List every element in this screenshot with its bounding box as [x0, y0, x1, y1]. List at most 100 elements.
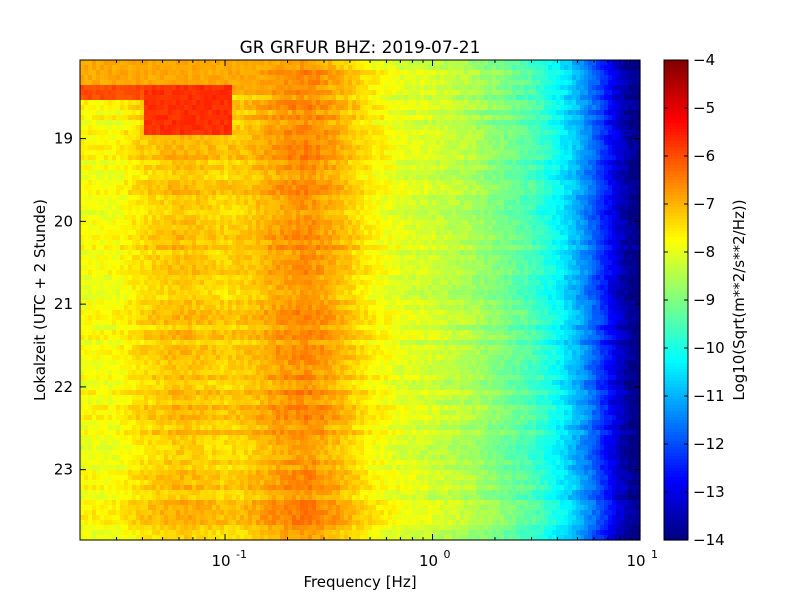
heatmap-cell	[564, 120, 569, 126]
heatmap-cell	[636, 190, 641, 196]
heatmap-cell	[580, 70, 585, 76]
heatmap-cell	[108, 200, 113, 206]
heatmap-cell	[148, 80, 153, 86]
heatmap-cell	[592, 200, 597, 206]
heatmap-cell	[328, 150, 333, 156]
heatmap-cell	[220, 115, 225, 121]
heatmap-cell	[224, 75, 229, 81]
heatmap-cell	[548, 80, 553, 86]
heatmap-cell	[420, 115, 425, 121]
heatmap-cell	[124, 150, 129, 156]
heatmap-cell	[100, 140, 105, 146]
heatmap-cell	[92, 205, 97, 211]
heatmap-cell	[444, 65, 449, 71]
heatmap-cell	[472, 155, 477, 161]
heatmap-cell	[376, 130, 381, 136]
heatmap-cell	[324, 175, 329, 181]
heatmap-cell	[248, 130, 253, 136]
heatmap-cell	[528, 185, 533, 191]
heatmap-cell	[552, 95, 557, 101]
heatmap-cell	[128, 135, 133, 141]
heatmap-cell	[228, 115, 233, 121]
heatmap-cell	[444, 135, 449, 141]
heatmap-cell	[276, 75, 281, 81]
heatmap-cell	[240, 225, 245, 231]
heatmap-cell	[424, 230, 429, 236]
heatmap-cell	[252, 210, 257, 216]
heatmap-cell	[348, 95, 353, 101]
heatmap-cell	[140, 230, 145, 236]
heatmap-cell	[608, 185, 613, 191]
heatmap-cell	[248, 155, 253, 161]
heatmap-cell	[220, 100, 225, 106]
heatmap-cell	[184, 95, 189, 101]
heatmap-cell	[444, 230, 449, 236]
heatmap-cell	[128, 70, 133, 76]
heatmap-cell	[448, 195, 453, 201]
heatmap-cell	[108, 205, 113, 211]
heatmap-cell	[408, 215, 413, 221]
heatmap-cell	[436, 70, 441, 76]
heatmap-cell	[288, 130, 293, 136]
heatmap-cell	[324, 220, 329, 226]
heatmap-cell	[628, 65, 633, 71]
heatmap-cell	[364, 200, 369, 206]
heatmap-cell	[228, 135, 233, 141]
heatmap-cell	[232, 215, 237, 221]
heatmap-cell	[344, 190, 349, 196]
heatmap-cell	[308, 90, 313, 96]
heatmap-cell	[244, 100, 249, 106]
heatmap-cell	[332, 190, 337, 196]
heatmap-cell	[592, 125, 597, 131]
heatmap-cell	[276, 85, 281, 91]
heatmap-cell	[432, 135, 437, 141]
heatmap-cell	[292, 135, 297, 141]
heatmap-cell	[548, 150, 553, 156]
heatmap-cell	[568, 150, 573, 156]
heatmap-cell	[456, 135, 461, 141]
heatmap-cell	[340, 235, 345, 241]
heatmap-cell	[360, 150, 365, 156]
heatmap-cell	[104, 175, 109, 181]
heatmap-cell	[204, 165, 209, 171]
heatmap-cell	[428, 175, 433, 181]
heatmap-cell	[296, 155, 301, 161]
heatmap-cell	[264, 105, 269, 111]
heatmap-cell	[228, 150, 233, 156]
heatmap-cell	[520, 180, 525, 186]
heatmap-cell	[84, 110, 89, 116]
heatmap-cell	[384, 175, 389, 181]
heatmap-cell	[316, 130, 321, 136]
heatmap-cell	[144, 170, 149, 176]
heatmap-cell	[380, 180, 385, 186]
heatmap-cell	[504, 150, 509, 156]
heatmap-cell	[88, 135, 93, 141]
heatmap-cell	[200, 230, 205, 236]
heatmap-cell	[352, 60, 357, 66]
heatmap-cell	[120, 225, 125, 231]
heatmap-cell	[284, 75, 289, 81]
heatmap-cell	[608, 165, 613, 171]
heatmap-cell	[432, 150, 437, 156]
heatmap-cell	[324, 110, 329, 116]
heatmap-cell	[376, 180, 381, 186]
heatmap-cell	[392, 220, 397, 226]
heatmap-cell	[360, 155, 365, 161]
heatmap-cell	[328, 90, 333, 96]
heatmap-cell	[636, 225, 641, 231]
heatmap-cell	[224, 170, 229, 176]
heatmap-cell	[604, 140, 609, 146]
heatmap-cell	[340, 160, 345, 166]
heatmap-cell	[164, 110, 169, 116]
heatmap-cell	[140, 105, 145, 111]
heatmap-cell	[528, 130, 533, 136]
heatmap-cell	[168, 80, 173, 86]
heatmap-cell	[104, 200, 109, 206]
heatmap-cell	[464, 70, 469, 76]
heatmap-cell	[200, 235, 205, 241]
heatmap-cell	[280, 90, 285, 96]
heatmap-cell	[468, 195, 473, 201]
heatmap-cell	[332, 230, 337, 236]
heatmap-cell	[372, 215, 377, 221]
heatmap-cell	[340, 215, 345, 221]
